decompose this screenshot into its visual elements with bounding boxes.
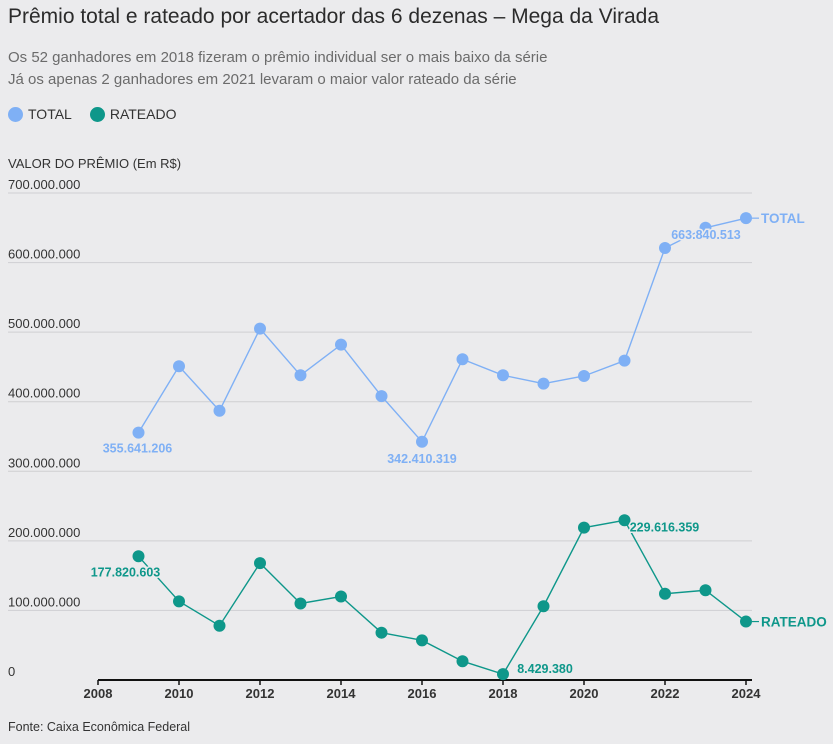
data-point-rateado xyxy=(173,595,185,608)
data-point-total xyxy=(699,221,712,234)
data-point-total xyxy=(416,435,428,448)
data-point-rateado xyxy=(578,521,590,534)
data-label-total: 355.641.206 xyxy=(103,442,173,456)
legend-item-rateado[interactable]: RATEADO xyxy=(89,106,177,122)
data-label-total: 663.840.513 xyxy=(671,228,741,242)
chart-subtitle-line-2: Já os apenas 2 ganhadores em 2021 levara… xyxy=(8,71,517,88)
y-tick-label: 100.000.000 xyxy=(8,594,80,609)
x-tick-label: 2022 xyxy=(651,686,680,701)
data-point-rateado xyxy=(618,514,631,527)
data-point-total xyxy=(213,404,226,417)
x-tick-label: 2016 xyxy=(408,686,437,701)
data-point-rateado xyxy=(375,626,388,639)
x-tick-label: 2012 xyxy=(246,686,275,701)
data-point-rateado xyxy=(294,597,307,610)
legend-label-rateado: RATEADO xyxy=(109,106,177,122)
data-point-total xyxy=(659,241,671,254)
x-tick-label: 2018 xyxy=(489,686,518,701)
data-point-rateado xyxy=(659,587,671,600)
y-tick-label: 400.000.000 xyxy=(8,386,80,401)
data-point-rateado xyxy=(335,590,347,603)
data-label-rateado: 177.820.603 xyxy=(91,565,161,579)
data-point-rateado xyxy=(699,584,712,597)
y-tick-label: 500.000.000 xyxy=(8,316,80,331)
legend-dot-total xyxy=(8,106,23,122)
data-point-rateado xyxy=(456,655,469,668)
data-point-total xyxy=(456,353,469,366)
data-point-total xyxy=(618,354,631,367)
data-point-total xyxy=(578,369,590,382)
y-tick-label: 300.000.000 xyxy=(8,455,80,470)
data-point-rateado xyxy=(740,615,752,628)
data-label-rateado: 8.429.380 xyxy=(517,662,573,676)
data-label-total: 342.410.319 xyxy=(387,452,457,466)
data-point-total xyxy=(740,212,752,225)
y-tick-label: 0 xyxy=(8,664,15,679)
data-point-rateado xyxy=(254,557,266,570)
data-point-total xyxy=(173,360,185,373)
end-label-total: TOTAL xyxy=(761,211,805,226)
x-tick-label: 2024 xyxy=(732,686,762,701)
data-point-total xyxy=(537,377,550,390)
data-point-rateado xyxy=(132,550,145,563)
chart-subtitle-line-1: Os 52 ganhadores em 2018 fizeram o prêmi… xyxy=(8,49,548,66)
data-point-total xyxy=(335,338,347,351)
y-tick-label: 700.000.000 xyxy=(8,177,80,192)
data-point-total xyxy=(294,369,307,382)
y-tick-label: 200.000.000 xyxy=(8,525,80,540)
series-line-total xyxy=(137,217,747,444)
data-point-rateado xyxy=(537,600,550,613)
x-tick-label: 2020 xyxy=(570,686,599,701)
data-point-total xyxy=(254,322,266,335)
y-axis-label: VALOR DO PRÊMIO (Em R$) xyxy=(8,156,182,171)
x-tick-label: 2010 xyxy=(165,686,194,701)
legend-label-total: TOTAL xyxy=(28,106,72,122)
data-point-rateado xyxy=(497,668,509,681)
data-point-rateado xyxy=(213,619,226,632)
y-tick-label: 600.000.000 xyxy=(8,247,80,262)
x-tick-label: 2014 xyxy=(327,686,357,701)
data-point-total xyxy=(497,369,509,382)
series-line-rateado xyxy=(137,519,747,675)
legend-dot-rateado xyxy=(89,106,105,122)
end-label-rateado: RATEADO xyxy=(761,615,827,630)
legend-item-total[interactable]: TOTAL xyxy=(8,106,72,122)
chart-title: Prêmio total e rateado por acertador das… xyxy=(8,5,660,28)
legend: TOTAL RATEADO xyxy=(8,106,194,122)
data-label-rateado: 229.616.359 xyxy=(630,520,700,534)
x-tick-label: 2008 xyxy=(84,686,113,701)
data-point-rateado xyxy=(416,634,428,647)
data-point-total xyxy=(375,390,388,403)
data-point-total xyxy=(132,426,145,439)
source-note: Fonte: Caixa Econômica Federal xyxy=(8,720,191,734)
